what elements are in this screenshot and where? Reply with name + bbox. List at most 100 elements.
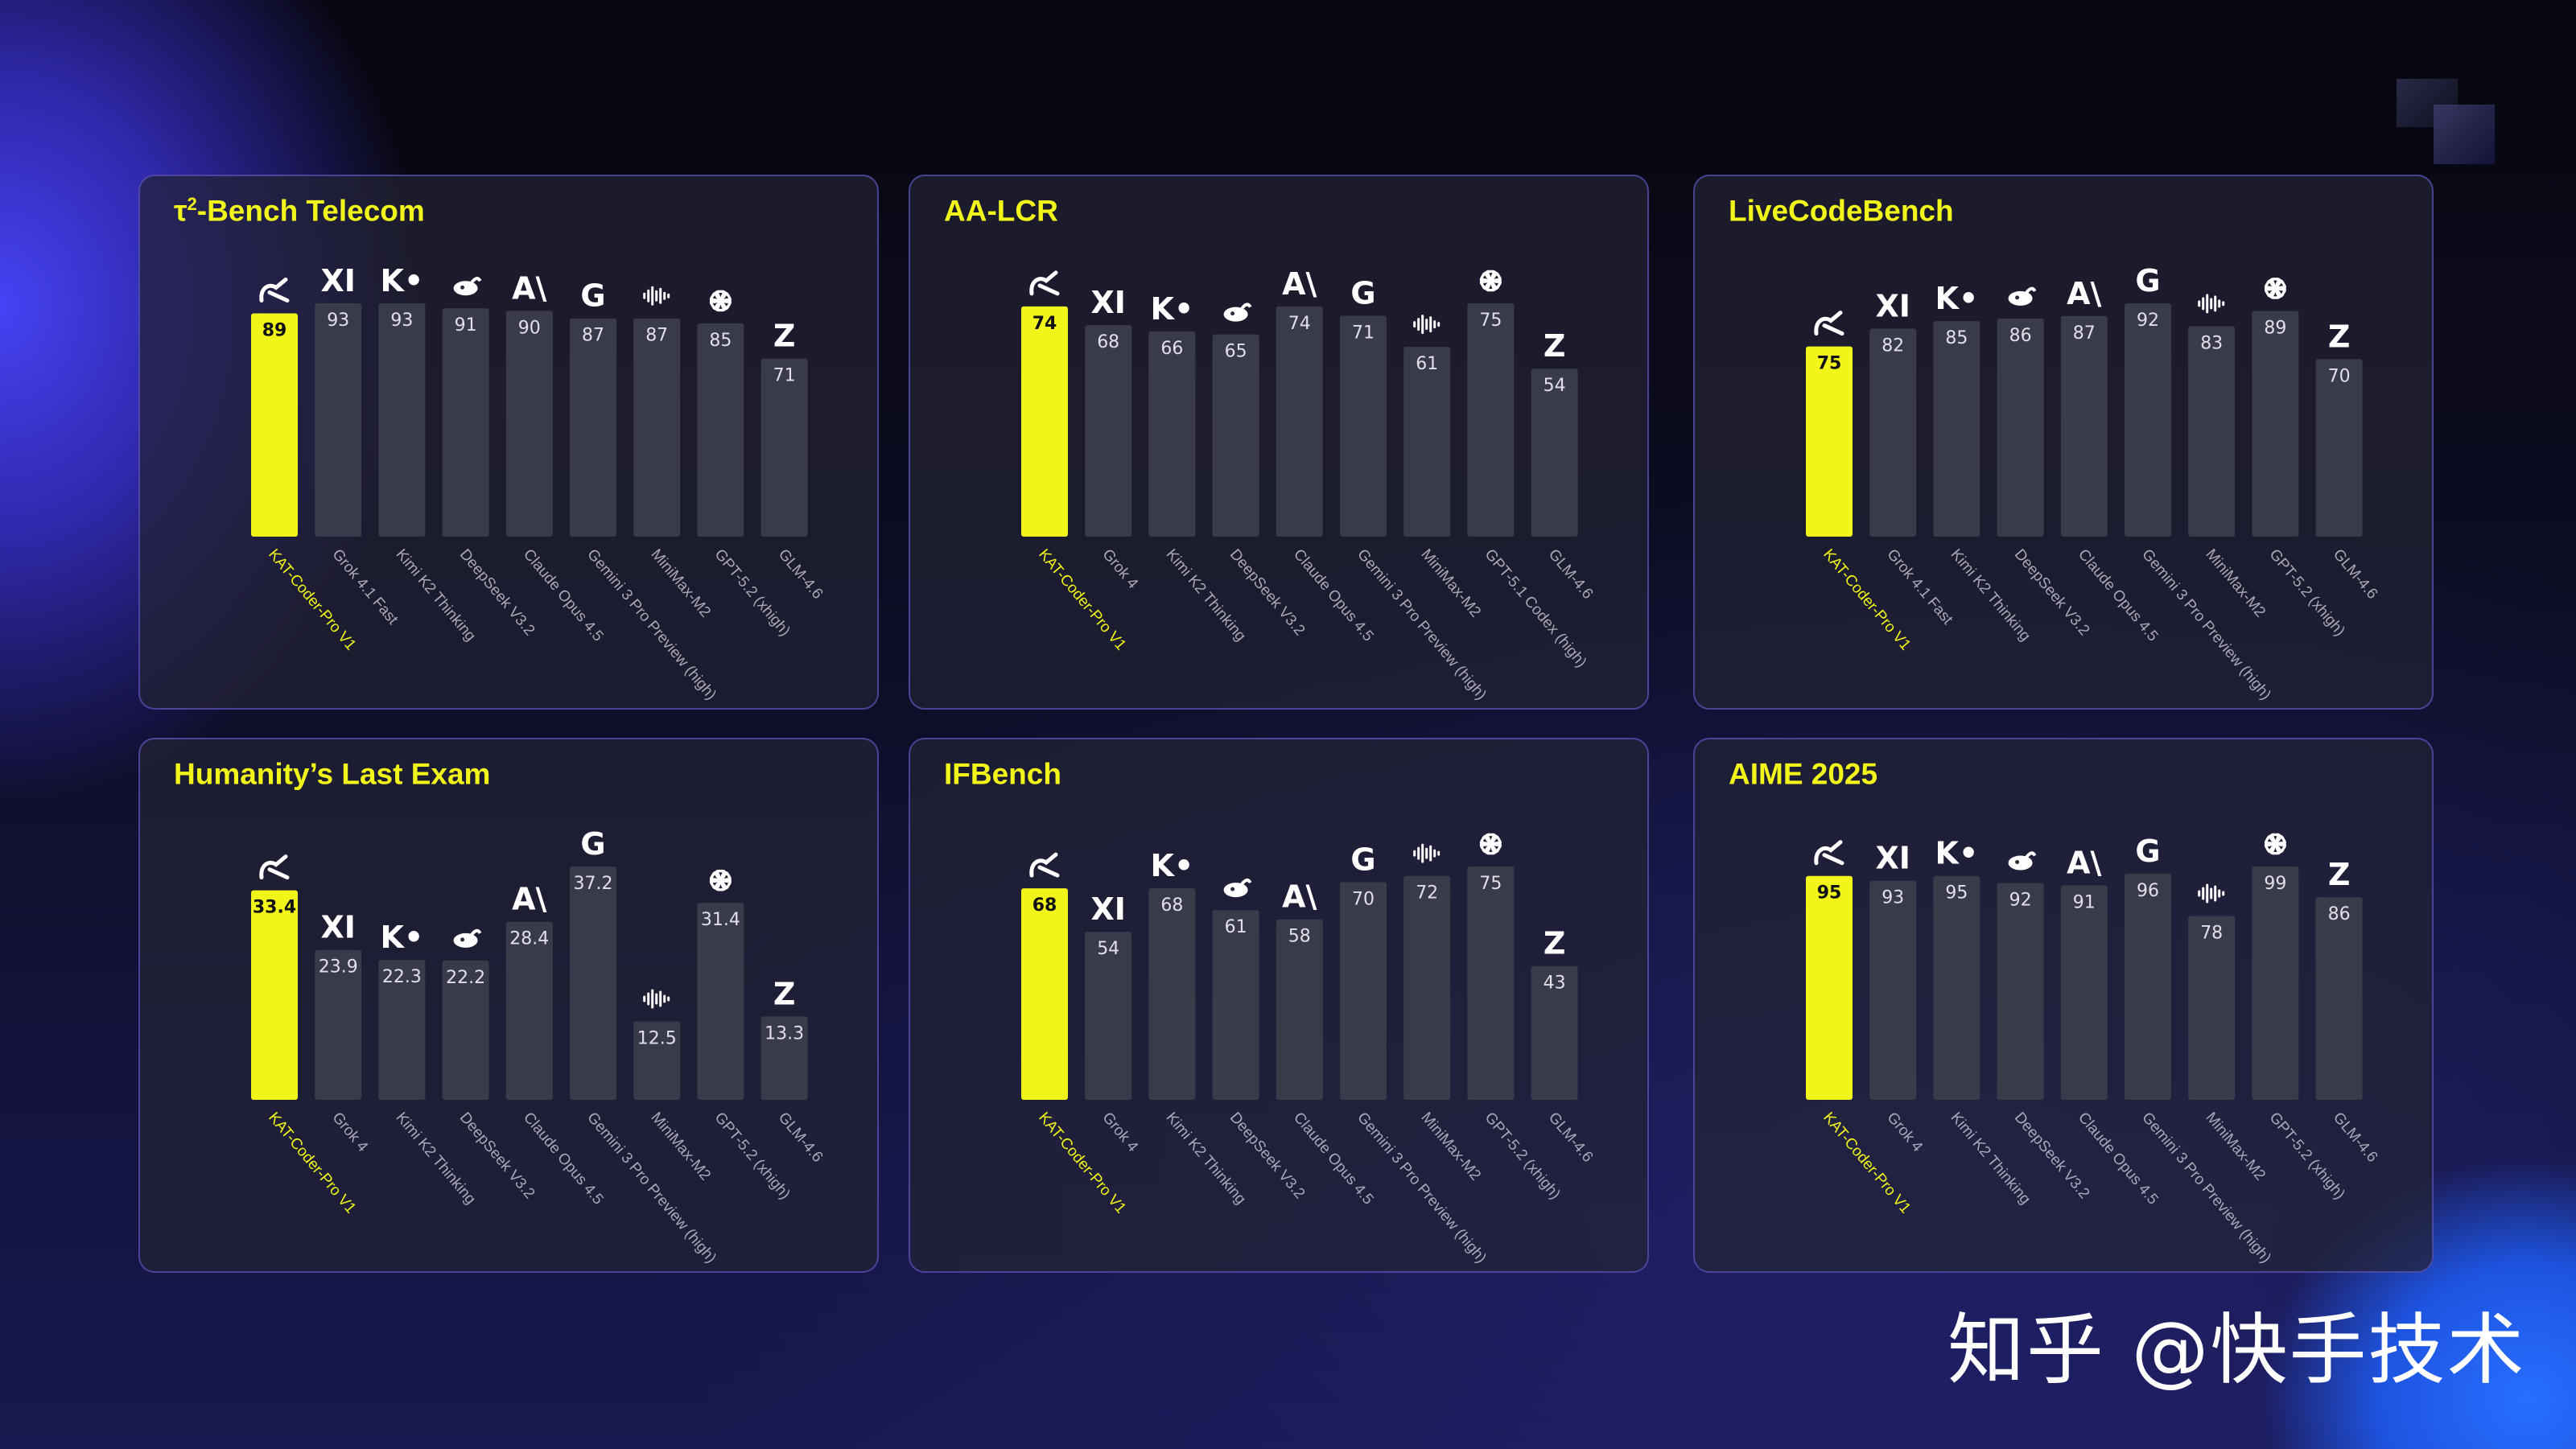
- value-label: 75: [1479, 874, 1502, 894]
- bar: [442, 308, 489, 537]
- svg-text:𝗫I: 𝗫I: [320, 263, 355, 298]
- bar: [1085, 932, 1132, 1100]
- value-label: 99: [2264, 874, 2286, 894]
- category-label: GLM-4.6: [2330, 1109, 2381, 1166]
- svg-text:G: G: [1350, 842, 1375, 877]
- xai-icon: 𝗫I: [1875, 841, 1910, 876]
- svg-text:𝗫I: 𝗫I: [1875, 841, 1910, 876]
- svg-text:A\: A\: [2067, 845, 2101, 880]
- deepseek-icon: [2008, 286, 2037, 306]
- bar-group: 70 Z GLM-4.6: [2315, 319, 2380, 603]
- svg-text:K•: K•: [381, 263, 424, 298]
- google-icon: G: [1350, 275, 1375, 311]
- bar: [2060, 885, 2108, 1100]
- google-icon: G: [2135, 834, 2160, 869]
- svg-text:A\: A\: [1282, 266, 1317, 302]
- svg-text:K•: K•: [1151, 848, 1194, 883]
- svg-text:G: G: [2135, 834, 2160, 869]
- openai-icon: [709, 290, 732, 312]
- bar: [2125, 873, 2171, 1100]
- category-label: Gemini 3 Pro Preview (high): [1354, 546, 1490, 704]
- minimax-icon: [2198, 883, 2225, 904]
- svg-text:A\: A\: [1282, 879, 1317, 915]
- anthropic-icon: A\: [2067, 845, 2101, 880]
- bar: [1276, 306, 1323, 537]
- bar: [2315, 897, 2363, 1100]
- bar: [2315, 359, 2363, 537]
- bar-group: 86 Z GLM-4.6: [2315, 857, 2381, 1166]
- category-label: GLM-4.6: [1545, 1109, 1597, 1166]
- xai-icon: 𝗫I: [1875, 289, 1910, 324]
- value-label: 86: [2009, 326, 2032, 346]
- bar: [1403, 347, 1451, 537]
- bar: [1148, 888, 1196, 1100]
- bar: [760, 1016, 808, 1100]
- value-label: 74: [1032, 314, 1057, 334]
- kimi-icon: K•: [1151, 848, 1194, 883]
- value-label: 93: [390, 311, 413, 331]
- bar: [2188, 326, 2236, 537]
- bar: [1467, 303, 1515, 537]
- kimi-icon: K•: [1935, 281, 1979, 316]
- value-label: 23.9: [319, 957, 358, 978]
- kat-icon: [1029, 852, 1060, 878]
- svg-text:Z: Z: [2328, 319, 2351, 354]
- value-label: 75: [1479, 311, 1502, 331]
- bar: [1212, 910, 1259, 1100]
- category-label: Grok 4: [1098, 1109, 1141, 1156]
- anthropic-icon: A\: [512, 882, 546, 917]
- bar: [633, 318, 681, 537]
- value-label: 92: [2137, 311, 2159, 331]
- xai-icon: 𝗫I: [1090, 891, 1125, 927]
- minimax-icon: [643, 989, 670, 1009]
- category-label: MiniMax-M2: [647, 546, 714, 621]
- bar: [2125, 303, 2171, 537]
- kat-icon: [1029, 270, 1060, 296]
- openai-icon: [2264, 833, 2286, 855]
- chart-panel-humanitys-last-exam: Humanity’s Last Exam 33.4 KAT-Coder-Pro V…: [138, 738, 879, 1273]
- value-label: 89: [2264, 318, 2286, 338]
- bar: [2252, 311, 2299, 537]
- value-label: 83: [2200, 333, 2223, 353]
- kat-icon: [259, 277, 290, 303]
- bar: [2252, 867, 2299, 1100]
- bar-group: 23.9 𝗫I Grok 4: [315, 910, 371, 1155]
- minimax-icon: [643, 286, 670, 306]
- bar: [1933, 321, 1980, 537]
- value-label: 54: [1544, 376, 1566, 396]
- value-label: 87: [645, 326, 668, 346]
- bar: [1021, 306, 1068, 537]
- chart-panel-aa-lcr: AA-LCR 74 KAT-Coder-Pro V1 68 𝗫I Grok 4 66 K• K…: [909, 175, 1649, 710]
- chart-panel-aime-2025: AIME 2025 95 KAT-Coder-Pro V1 93 𝗫I Grok 4 95…: [1693, 738, 2434, 1273]
- value-label: 91: [2073, 892, 2096, 912]
- zhipu-icon: Z: [2328, 319, 2351, 354]
- value-label: 31.4: [701, 910, 740, 930]
- value-label: 65: [1225, 342, 1247, 362]
- value-label: 43: [1544, 974, 1566, 994]
- kimi-icon: K•: [1151, 291, 1194, 327]
- bar: [505, 921, 553, 1100]
- value-label: 68: [1032, 895, 1057, 916]
- category-label: Gemini 3 Pro Preview (high): [2138, 1109, 2274, 1267]
- category-label: GLM-4.6: [775, 1109, 826, 1166]
- value-label: 54: [1097, 939, 1119, 959]
- svg-text:K•: K•: [1151, 291, 1194, 327]
- value-label: 70: [1352, 889, 1375, 909]
- watermark: 知乎 @快手技术: [1947, 1305, 2526, 1395]
- bar: [378, 303, 426, 537]
- value-label: 92: [2009, 891, 2032, 911]
- zhipu-icon: Z: [1544, 328, 1566, 364]
- kat-icon: [259, 854, 290, 880]
- value-label: 71: [1352, 323, 1375, 343]
- value-label: 74: [1288, 314, 1311, 334]
- value-label: 70: [2328, 366, 2351, 386]
- value-label: 12.5: [637, 1029, 677, 1049]
- bar: [1869, 880, 1917, 1100]
- kimi-icon: K•: [381, 920, 424, 955]
- svg-text:A\: A\: [512, 270, 546, 306]
- value-label: 87: [2073, 323, 2096, 344]
- zhipu-icon: Z: [2328, 857, 2351, 892]
